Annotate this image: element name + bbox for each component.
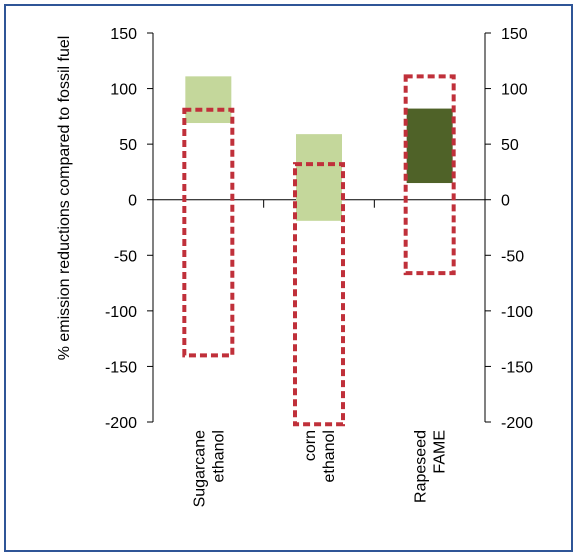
y-tick-label-right: 100 (501, 82, 528, 99)
category-label-line2: FAME (432, 430, 449, 474)
category-label-line1: Rapeseed (413, 430, 430, 503)
y-tick-label-right: 0 (501, 193, 510, 210)
y-tick-label-right: -50 (501, 248, 524, 265)
y-tick-label-left: -200 (105, 415, 137, 432)
category-labels-group: Sugarcane ethanol corn ethanol Rapeseed FAME (191, 430, 448, 507)
category-label-line1: Sugarcane (191, 430, 208, 507)
filled-range-bar (185, 76, 232, 124)
filled-range-bar (406, 108, 453, 184)
y-tick-label-left: -50 (114, 248, 137, 265)
category-label: Rapeseed FAME (413, 430, 449, 503)
chart-frame (4, 4, 573, 552)
dashed-range-bar (403, 74, 456, 276)
ticks-group: 150 150 100 100 50 50 0 0 -50 -50 -100 -100 -150 -150… (105, 26, 533, 432)
y-tick-label-right: 50 (501, 137, 519, 154)
y-tick-label-left: 0 (128, 193, 137, 210)
bars-group (182, 74, 456, 427)
y-tick-label-left: -150 (105, 359, 137, 376)
y-tick-label-left: -100 (105, 304, 137, 321)
filled-range-bar (296, 134, 342, 221)
category-label-line1: corn (302, 430, 319, 461)
dashed-range-bar (182, 107, 235, 358)
y-tick-label-left: 100 (110, 82, 137, 99)
category-label: Sugarcane ethanol (191, 430, 227, 507)
y-tick-label-left: 50 (119, 137, 137, 154)
y-tick-label-right: -200 (501, 415, 533, 432)
y-tick-label-left: 150 (110, 26, 137, 43)
y-axis-title: % emission reductions compared to fossil… (56, 36, 73, 361)
category-label: corn ethanol (302, 430, 338, 483)
y-tick-label-right: 150 (501, 26, 528, 43)
y-tick-label-right: -100 (501, 304, 533, 321)
category-label-line2: ethanol (210, 430, 227, 483)
category-label-line2: ethanol (321, 430, 338, 483)
y-tick-label-right: -150 (501, 359, 533, 376)
dashed-range-bar (293, 162, 345, 427)
